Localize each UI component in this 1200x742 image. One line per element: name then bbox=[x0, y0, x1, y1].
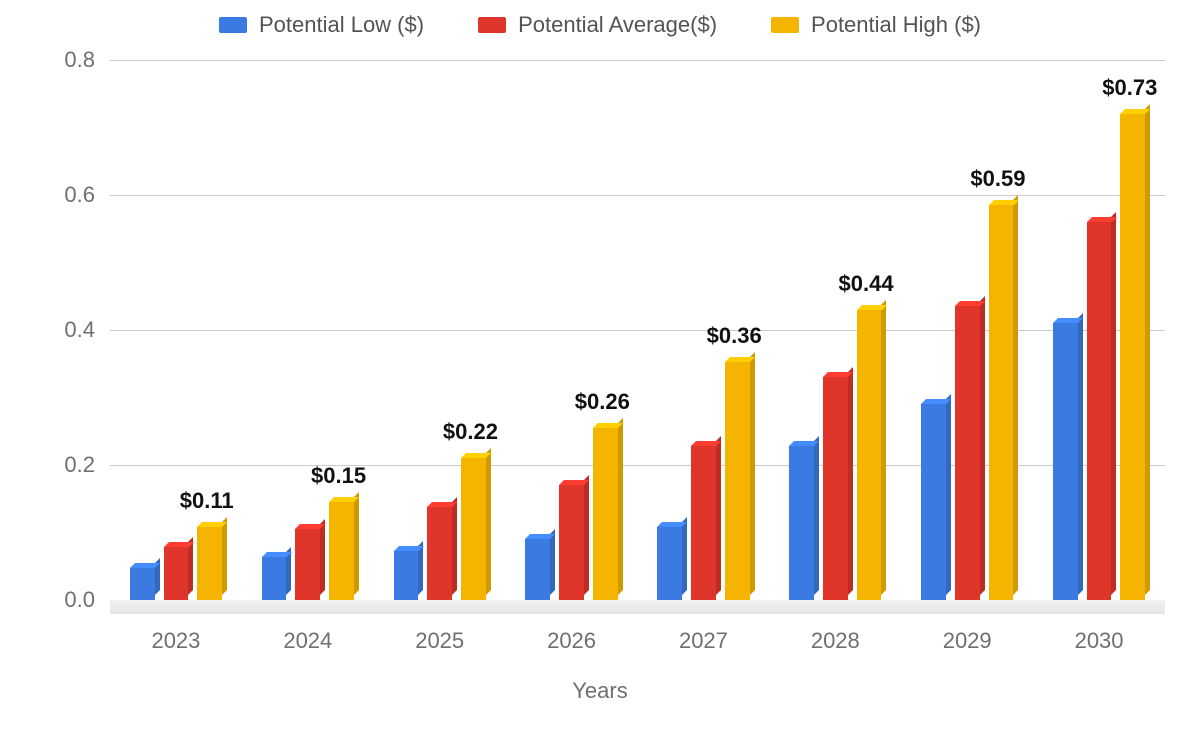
bar-annotation: $0.36 bbox=[707, 323, 762, 349]
bar bbox=[262, 557, 287, 600]
bar bbox=[329, 502, 354, 600]
bar-annotation: $0.11 bbox=[180, 488, 234, 514]
bar bbox=[1120, 114, 1145, 600]
bar bbox=[525, 539, 550, 600]
legend: Potential Low ($) Potential Average($) P… bbox=[0, 12, 1200, 38]
xtick-label: 2025 bbox=[415, 628, 464, 654]
bar bbox=[295, 529, 320, 600]
xtick-label: 2023 bbox=[151, 628, 200, 654]
legend-swatch-high bbox=[771, 17, 799, 33]
xtick-label: 2028 bbox=[811, 628, 860, 654]
bar bbox=[593, 428, 618, 600]
bar bbox=[427, 507, 452, 600]
legend-item-avg: Potential Average($) bbox=[478, 12, 717, 38]
bar bbox=[691, 446, 716, 600]
legend-item-low: Potential Low ($) bbox=[219, 12, 424, 38]
ytick-label: 0.0 bbox=[0, 587, 95, 613]
bar bbox=[989, 205, 1014, 600]
chart-container: Potential Low ($) Potential Average($) P… bbox=[0, 0, 1200, 742]
bar bbox=[197, 527, 222, 600]
legend-swatch-low bbox=[219, 17, 247, 33]
gridline bbox=[110, 60, 1165, 61]
bar bbox=[164, 547, 189, 600]
ytick-label: 0.2 bbox=[0, 452, 95, 478]
bar-annotation: $0.26 bbox=[575, 389, 630, 415]
bar bbox=[725, 362, 750, 600]
bar bbox=[921, 404, 946, 600]
bar-annotation: $0.15 bbox=[311, 463, 366, 489]
legend-swatch-avg bbox=[478, 17, 506, 33]
xtick-label: 2027 bbox=[679, 628, 728, 654]
bar bbox=[461, 458, 486, 600]
bar bbox=[1087, 222, 1112, 600]
bar-annotation: $0.73 bbox=[1102, 75, 1157, 101]
bar bbox=[1053, 323, 1078, 600]
bar bbox=[789, 446, 814, 600]
bar-annotation: $0.22 bbox=[443, 419, 498, 445]
ytick-label: 0.8 bbox=[0, 47, 95, 73]
legend-label-avg: Potential Average($) bbox=[518, 12, 717, 38]
bar bbox=[857, 310, 882, 600]
xaxis-title: Years bbox=[0, 678, 1200, 704]
legend-label-high: Potential High ($) bbox=[811, 12, 981, 38]
gridline bbox=[110, 195, 1165, 196]
bar bbox=[657, 527, 682, 600]
bar bbox=[394, 551, 419, 600]
xtick-label: 2029 bbox=[943, 628, 992, 654]
ytick-label: 0.6 bbox=[0, 182, 95, 208]
bar bbox=[823, 377, 848, 600]
bar bbox=[130, 568, 155, 600]
ytick-label: 0.4 bbox=[0, 317, 95, 343]
xtick-label: 2024 bbox=[283, 628, 332, 654]
chart-floor bbox=[110, 600, 1165, 614]
bar bbox=[559, 485, 584, 600]
legend-item-high: Potential High ($) bbox=[771, 12, 981, 38]
xtick-label: 2026 bbox=[547, 628, 596, 654]
legend-label-low: Potential Low ($) bbox=[259, 12, 424, 38]
bar-annotation: $0.44 bbox=[839, 271, 894, 297]
xtick-label: 2030 bbox=[1075, 628, 1124, 654]
bar bbox=[955, 306, 980, 600]
bar-annotation: $0.59 bbox=[970, 166, 1025, 192]
